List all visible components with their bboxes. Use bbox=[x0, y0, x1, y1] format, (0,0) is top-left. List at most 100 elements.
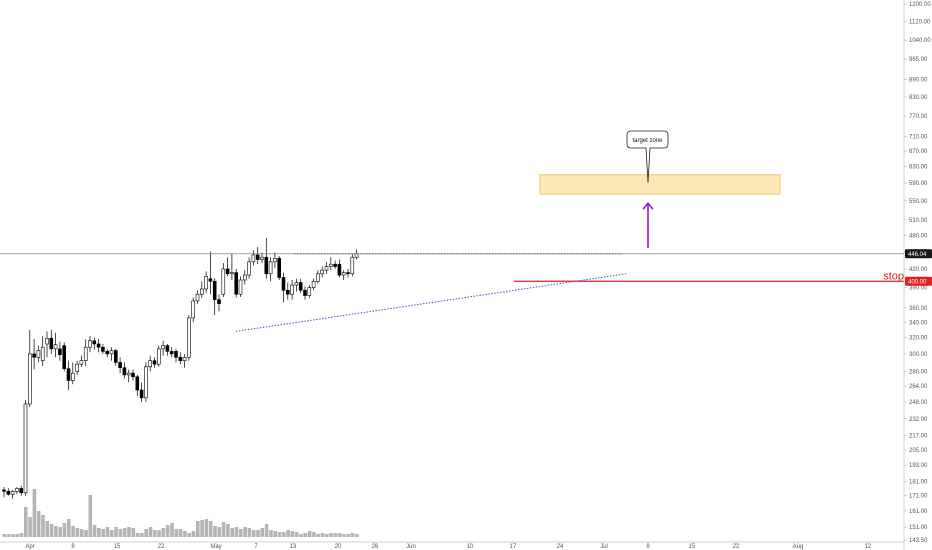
volume-bar bbox=[71, 526, 75, 537]
candle-body bbox=[88, 340, 92, 348]
candle-body bbox=[328, 263, 333, 267]
volume-bar bbox=[346, 534, 351, 537]
up-arrow-icon bbox=[642, 201, 654, 210]
time-tick-label: 20 bbox=[335, 544, 342, 550]
target-zone-box[interactable] bbox=[539, 174, 781, 195]
candle-body bbox=[114, 350, 118, 363]
volume-bar bbox=[226, 524, 230, 537]
time-axis-labels[interactable]: Apr 8 15 22 May 7 13 20 26 Jun 10 17 24 Jul 8 15 22 Aug 12 bbox=[25, 542, 872, 550]
volume-bar bbox=[183, 531, 187, 537]
candle-body bbox=[281, 277, 286, 291]
volume-bar bbox=[303, 533, 308, 537]
candle-body bbox=[62, 345, 67, 369]
time-tick-label: 15 bbox=[114, 544, 121, 550]
volume-bar bbox=[191, 531, 196, 537]
volume-bar bbox=[24, 507, 28, 537]
candle-body bbox=[139, 389, 144, 399]
volume-bar bbox=[307, 531, 312, 537]
volume-bar bbox=[294, 532, 299, 537]
target-zone-callout[interactable] bbox=[626, 130, 669, 183]
price-tick-label: 830.00 bbox=[909, 95, 928, 101]
volume-bar bbox=[11, 534, 15, 537]
candle-body bbox=[174, 351, 178, 358]
volume-bar bbox=[325, 534, 329, 537]
price-tick-label: 1120.00 bbox=[909, 19, 931, 25]
volume-bar bbox=[178, 529, 183, 537]
candle-body bbox=[273, 258, 277, 263]
volume-bar bbox=[316, 534, 320, 537]
candle-body bbox=[49, 338, 54, 350]
volume-bar bbox=[75, 528, 80, 537]
candle-body bbox=[182, 356, 187, 362]
volume-bar bbox=[32, 489, 37, 537]
candle-body bbox=[126, 372, 131, 376]
candle-body bbox=[294, 282, 299, 286]
candle-body bbox=[346, 272, 350, 275]
candle-body bbox=[277, 258, 282, 278]
candle-layer bbox=[2, 237, 359, 499]
candle-body bbox=[298, 282, 303, 291]
price-tick-label: 390.00 bbox=[909, 286, 928, 292]
price-tick-label: 300.00 bbox=[909, 352, 928, 358]
candle-body bbox=[101, 346, 105, 352]
time-tick-label: 8 bbox=[646, 544, 650, 550]
candle-body bbox=[255, 254, 260, 260]
candle-body bbox=[230, 272, 234, 275]
price-tick-label: 193.00 bbox=[909, 463, 928, 469]
candle-body bbox=[341, 272, 346, 276]
time-tick-label: 10 bbox=[467, 544, 474, 550]
time-tick-label: 17 bbox=[510, 544, 517, 550]
last-price-value: 446.04 bbox=[908, 252, 927, 258]
candle-body bbox=[161, 345, 165, 350]
price-tick-label: 1040.00 bbox=[909, 38, 931, 44]
volume-bar bbox=[234, 527, 239, 537]
price-tick-label: 340.00 bbox=[909, 320, 928, 326]
candle-body bbox=[187, 317, 191, 358]
time-tick-label: 7 bbox=[254, 544, 258, 550]
candle-body bbox=[268, 261, 273, 275]
candle-body bbox=[152, 360, 157, 365]
volume-bar bbox=[122, 528, 127, 537]
candle-body bbox=[15, 488, 19, 492]
price-tick-label: 232.00 bbox=[909, 417, 928, 423]
time-tick-label: 24 bbox=[557, 544, 564, 550]
price-tick-label: 205.00 bbox=[909, 448, 928, 454]
volume-bar bbox=[320, 533, 325, 537]
volume-bar bbox=[299, 534, 303, 537]
volume-bar bbox=[79, 529, 84, 537]
candle-body bbox=[83, 346, 88, 362]
volume-bar bbox=[127, 527, 131, 537]
stop-price-value: 400.00 bbox=[908, 279, 927, 285]
volume-bar bbox=[88, 495, 93, 537]
price-tick-label: 360.00 bbox=[909, 306, 928, 312]
volume-bar bbox=[269, 530, 273, 537]
volume-bar bbox=[312, 532, 316, 537]
volume-layer bbox=[2, 489, 359, 537]
candle-body bbox=[311, 280, 316, 288]
time-tick-label: 22 bbox=[733, 544, 740, 550]
candle-body bbox=[251, 254, 256, 263]
volume-bar bbox=[256, 530, 260, 537]
price-tick-label: 420.00 bbox=[909, 267, 928, 273]
volume-bar bbox=[135, 533, 140, 537]
volume-bar bbox=[97, 528, 101, 537]
price-tick-label: 890.00 bbox=[909, 77, 928, 83]
price-tick-label: 280.00 bbox=[909, 369, 928, 375]
time-tick-label: 12 bbox=[865, 544, 872, 550]
candle-body bbox=[169, 351, 174, 355]
time-tick-label: 15 bbox=[689, 544, 696, 550]
volume-bar bbox=[217, 527, 222, 537]
time-tick-label: 26 bbox=[372, 544, 379, 550]
price-tick-label: 630.00 bbox=[909, 165, 928, 171]
volume-bar bbox=[92, 525, 97, 537]
volume-bar bbox=[144, 529, 148, 537]
time-tick-label: May bbox=[210, 544, 221, 550]
candle-body bbox=[157, 348, 161, 365]
volume-bar bbox=[329, 533, 333, 537]
price-tick-label: 217.00 bbox=[909, 434, 928, 440]
price-tick-label: 770.00 bbox=[909, 114, 928, 120]
candle-body bbox=[200, 288, 204, 295]
candle-body bbox=[144, 366, 148, 399]
